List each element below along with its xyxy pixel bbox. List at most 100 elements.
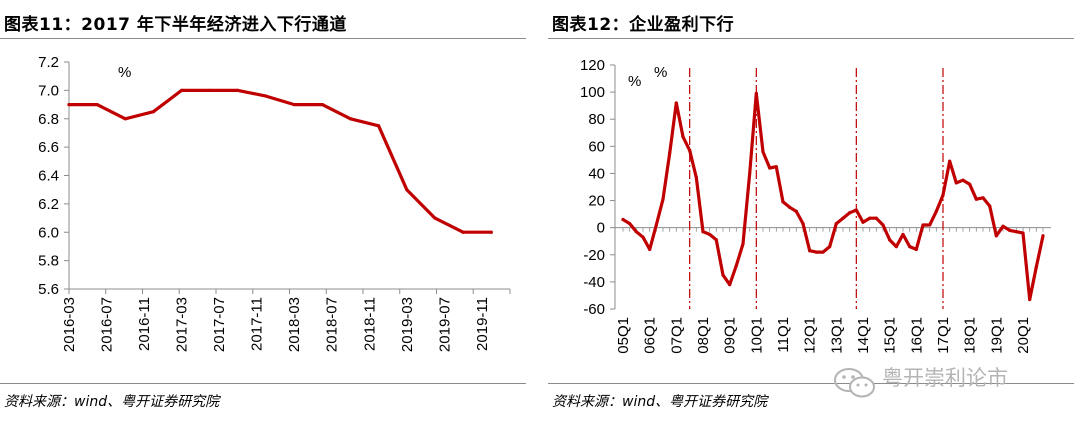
x-tick-label: 20Q1 xyxy=(1015,317,1032,354)
y-tick-label: 6.8 xyxy=(38,111,59,128)
x-tick-label: 15Q1 xyxy=(882,317,899,354)
data-point xyxy=(734,264,738,268)
y-tick-label: 100 xyxy=(580,84,605,101)
unit-label: % xyxy=(628,73,641,90)
y-tick-label: 5.6 xyxy=(38,281,59,298)
x-tick-label: 19Q1 xyxy=(988,317,1005,354)
watermark-text: 粤开崇利论市 xyxy=(882,366,1008,390)
data-point xyxy=(981,196,985,200)
source-divider xyxy=(0,383,526,384)
data-point xyxy=(808,249,812,253)
data-point xyxy=(768,166,772,170)
data-point xyxy=(834,222,838,226)
data-point xyxy=(661,197,665,201)
data-point xyxy=(179,88,184,92)
wechat-icon xyxy=(834,368,875,398)
data-point xyxy=(668,151,672,155)
y-tick-label: 5.8 xyxy=(38,253,59,270)
y-tick-label: 6.0 xyxy=(38,224,59,241)
left-chart-title: 图表11：2017 年下半年经济进入下行通道 xyxy=(4,15,347,35)
data-point xyxy=(701,230,705,234)
data-point xyxy=(801,222,805,226)
x-tick-label: 06Q1 xyxy=(642,317,659,354)
data-point xyxy=(941,193,945,197)
data-point xyxy=(954,181,958,185)
data-point xyxy=(377,124,381,128)
y-tick-label: 7.2 xyxy=(38,54,59,71)
data-point xyxy=(968,182,972,186)
data-point xyxy=(292,102,296,107)
data-point xyxy=(654,223,658,227)
data-point xyxy=(948,159,952,163)
y-tick-label: 7.0 xyxy=(38,82,59,99)
data-point xyxy=(489,230,493,234)
data-point xyxy=(974,197,978,201)
data-point xyxy=(264,94,268,98)
data-point xyxy=(628,222,632,226)
data-point xyxy=(761,150,765,154)
title-divider xyxy=(548,38,1074,39)
data-point xyxy=(320,102,324,107)
data-point xyxy=(888,238,892,242)
x-tick-label: 2018-11 xyxy=(361,297,378,351)
data-point xyxy=(208,88,212,92)
x-tick-label: 2017-07 xyxy=(211,297,228,352)
data-point xyxy=(1021,231,1025,235)
data-point xyxy=(848,211,852,215)
x-tick-label: 14Q1 xyxy=(855,317,872,354)
data-point xyxy=(821,250,825,254)
y-tick-label: 6.4 xyxy=(38,168,59,185)
data-point xyxy=(634,230,638,234)
data-point xyxy=(908,245,912,249)
y-tick-label: 0 xyxy=(597,220,605,237)
data-point xyxy=(861,220,865,224)
data-point xyxy=(741,242,745,246)
right-chart-source: 资料来源：wind、粤开证券研究院 xyxy=(552,394,768,410)
y-tick-label: 120 xyxy=(580,57,605,74)
data-point xyxy=(721,273,725,277)
x-tick-label: 09Q1 xyxy=(722,317,739,354)
data-point xyxy=(688,148,692,152)
x-tick-label: 10Q1 xyxy=(748,317,765,354)
data-point xyxy=(1034,265,1038,269)
data-point xyxy=(151,110,156,114)
right-chart-panel: 图表12：企业盈利下行 120 100 80 60 40 20 0 -20 -40 -60 05Q1… xyxy=(548,0,1080,424)
x-tick-label: 2019-11 xyxy=(474,297,491,351)
y-tick-label: 80 xyxy=(588,111,605,128)
right-chart-title: 图表12：企业盈利下行 xyxy=(552,15,735,35)
data-point xyxy=(348,117,353,121)
data-point xyxy=(405,188,409,192)
x-tick-label: 2018-03 xyxy=(286,297,303,352)
unit-label: % xyxy=(654,64,667,81)
right-line-chart: 120 100 80 60 40 20 0 -20 -40 -60 05Q1 06Q1 07Q1 08Q1… xyxy=(580,57,1051,354)
data-point xyxy=(714,238,718,242)
x-tick-label: 2019-07 xyxy=(436,297,453,352)
y-tick-label: -20 xyxy=(583,247,605,264)
data-point xyxy=(694,175,698,180)
data-point xyxy=(123,117,127,121)
unit-label: % xyxy=(118,64,131,81)
data-point xyxy=(774,165,778,169)
gdp-growth-series-line xyxy=(67,88,493,234)
data-point xyxy=(921,223,925,227)
left-chart-panel: 图表11：2017 年下半年经济进入下行通道 7.2 7.0 6.8 6.6 6.4 6.… xyxy=(0,0,530,424)
x-tick-label: 12Q1 xyxy=(802,317,819,354)
data-point xyxy=(648,247,652,251)
x-tick-label: 16Q1 xyxy=(908,317,925,354)
data-point xyxy=(894,245,898,249)
data-point xyxy=(934,209,938,213)
x-tick-label: 2016-11 xyxy=(136,297,153,351)
data-point xyxy=(781,200,785,204)
y-tick-label: 60 xyxy=(588,138,605,155)
x-tick-label: 2018-07 xyxy=(324,297,341,352)
y-tick-label: -40 xyxy=(583,274,605,291)
data-point xyxy=(854,208,858,212)
data-point xyxy=(881,223,885,227)
x-tick-label: 13Q1 xyxy=(828,317,845,354)
data-point xyxy=(754,91,758,96)
data-point xyxy=(1014,230,1018,234)
data-point xyxy=(814,250,818,254)
data-point xyxy=(961,178,965,182)
x-tick-label: 2017-03 xyxy=(174,297,191,352)
